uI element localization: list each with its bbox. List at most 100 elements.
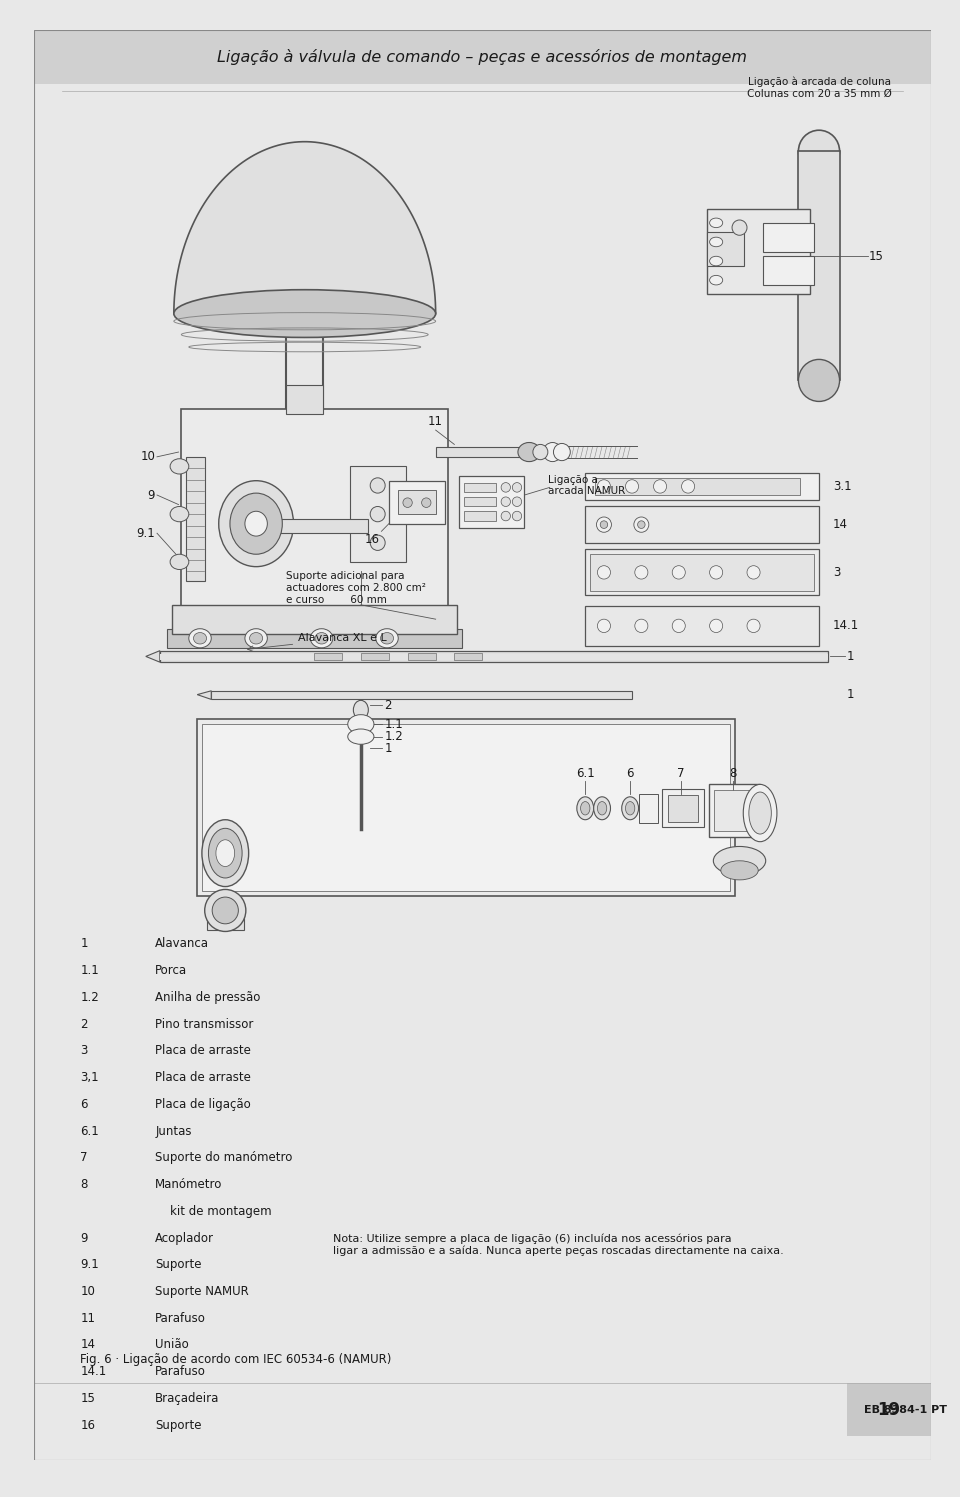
Ellipse shape <box>310 629 333 648</box>
Ellipse shape <box>245 629 267 648</box>
Ellipse shape <box>709 620 723 633</box>
Ellipse shape <box>626 479 638 493</box>
Bar <box>181 409 447 609</box>
Text: Suporte: Suporte <box>156 1259 202 1271</box>
Bar <box>464 482 496 493</box>
Bar <box>454 653 483 660</box>
Ellipse shape <box>245 512 267 536</box>
Ellipse shape <box>315 633 328 644</box>
Text: 2: 2 <box>81 1018 88 1030</box>
Ellipse shape <box>634 516 649 533</box>
Bar <box>662 789 704 828</box>
Ellipse shape <box>747 620 760 633</box>
Polygon shape <box>174 142 436 313</box>
Bar <box>586 549 819 596</box>
Text: Placa de arraste: Placa de arraste <box>156 1070 251 1084</box>
Ellipse shape <box>353 701 369 720</box>
Ellipse shape <box>216 840 234 867</box>
Bar <box>799 151 840 380</box>
Ellipse shape <box>577 796 593 820</box>
Bar <box>211 690 632 699</box>
Bar <box>707 232 744 266</box>
Bar <box>314 653 342 660</box>
Text: União: União <box>156 1338 189 1352</box>
Bar <box>398 490 436 513</box>
Text: Suporte NAMUR: Suporte NAMUR <box>156 1284 249 1298</box>
Text: 3: 3 <box>81 1045 87 1057</box>
Ellipse shape <box>501 512 511 521</box>
Ellipse shape <box>597 566 611 579</box>
Ellipse shape <box>709 219 723 228</box>
Text: 1.1: 1.1 <box>384 717 403 731</box>
Bar <box>586 506 819 543</box>
Text: EB 8384-1 PT: EB 8384-1 PT <box>864 1404 947 1415</box>
Text: Porca: Porca <box>156 964 187 978</box>
Ellipse shape <box>554 443 570 461</box>
Bar <box>586 606 819 645</box>
Ellipse shape <box>799 130 840 172</box>
Text: Ligação à arcada de coluna
Colunas com 20 a 35 mm Ø: Ligação à arcada de coluna Colunas com 2… <box>747 76 892 99</box>
Text: 1: 1 <box>384 741 392 754</box>
Bar <box>389 481 445 524</box>
Ellipse shape <box>202 820 249 886</box>
Text: 1: 1 <box>847 689 854 701</box>
Ellipse shape <box>348 714 374 734</box>
Ellipse shape <box>597 620 611 633</box>
Text: 6.1: 6.1 <box>576 766 594 780</box>
Bar <box>286 385 324 413</box>
Ellipse shape <box>250 633 263 644</box>
Text: Nota: Utilize sempre a placa de ligação (6) incluída nos acessórios para
ligar a: Nota: Utilize sempre a placa de ligação … <box>333 1234 783 1256</box>
Bar <box>256 519 369 533</box>
Bar <box>408 653 436 660</box>
Bar <box>594 478 801 496</box>
Text: 14.1: 14.1 <box>81 1365 107 1379</box>
Text: 8: 8 <box>730 766 736 780</box>
Text: 2: 2 <box>384 699 392 711</box>
Ellipse shape <box>403 499 412 507</box>
Polygon shape <box>146 651 159 662</box>
Ellipse shape <box>371 506 385 522</box>
Ellipse shape <box>513 497 521 506</box>
Ellipse shape <box>597 479 611 493</box>
Text: 9.1: 9.1 <box>81 1259 99 1271</box>
Text: 8: 8 <box>81 1178 87 1192</box>
Text: 9: 9 <box>81 1232 88 1244</box>
Text: 10: 10 <box>140 451 156 464</box>
Text: 6.1: 6.1 <box>81 1124 99 1138</box>
Bar <box>197 720 734 897</box>
Bar <box>464 512 496 521</box>
Text: Fig. 6 · Ligação de acordo com IEC 60534-6 (NAMUR): Fig. 6 · Ligação de acordo com IEC 60534… <box>81 1353 392 1365</box>
Bar <box>847 1383 931 1436</box>
Bar <box>639 793 659 822</box>
Bar <box>172 605 457 633</box>
Ellipse shape <box>543 443 562 461</box>
Ellipse shape <box>170 506 189 522</box>
Bar <box>186 457 204 581</box>
Ellipse shape <box>212 897 238 924</box>
Ellipse shape <box>799 359 840 401</box>
Ellipse shape <box>637 521 645 528</box>
Ellipse shape <box>371 534 385 551</box>
Ellipse shape <box>709 275 723 284</box>
Text: 1.2: 1.2 <box>81 991 99 1004</box>
Bar <box>34 30 931 84</box>
Text: Parafuso: Parafuso <box>156 1365 206 1379</box>
Bar <box>436 448 529 457</box>
Text: Parafuso: Parafuso <box>156 1311 206 1325</box>
Text: 11: 11 <box>81 1311 95 1325</box>
Ellipse shape <box>501 497 511 506</box>
Ellipse shape <box>518 443 540 461</box>
Ellipse shape <box>348 729 374 744</box>
Text: 6: 6 <box>81 1097 88 1111</box>
Ellipse shape <box>709 256 723 266</box>
Ellipse shape <box>709 566 723 579</box>
Text: 14.1: 14.1 <box>833 620 859 632</box>
Ellipse shape <box>654 479 666 493</box>
Text: 7: 7 <box>677 766 684 780</box>
Text: Suporte: Suporte <box>156 1419 202 1431</box>
Bar <box>459 476 524 528</box>
Ellipse shape <box>174 290 436 337</box>
Text: 9: 9 <box>148 488 156 501</box>
Text: kit de montagem: kit de montagem <box>156 1205 272 1217</box>
Ellipse shape <box>194 633 206 644</box>
